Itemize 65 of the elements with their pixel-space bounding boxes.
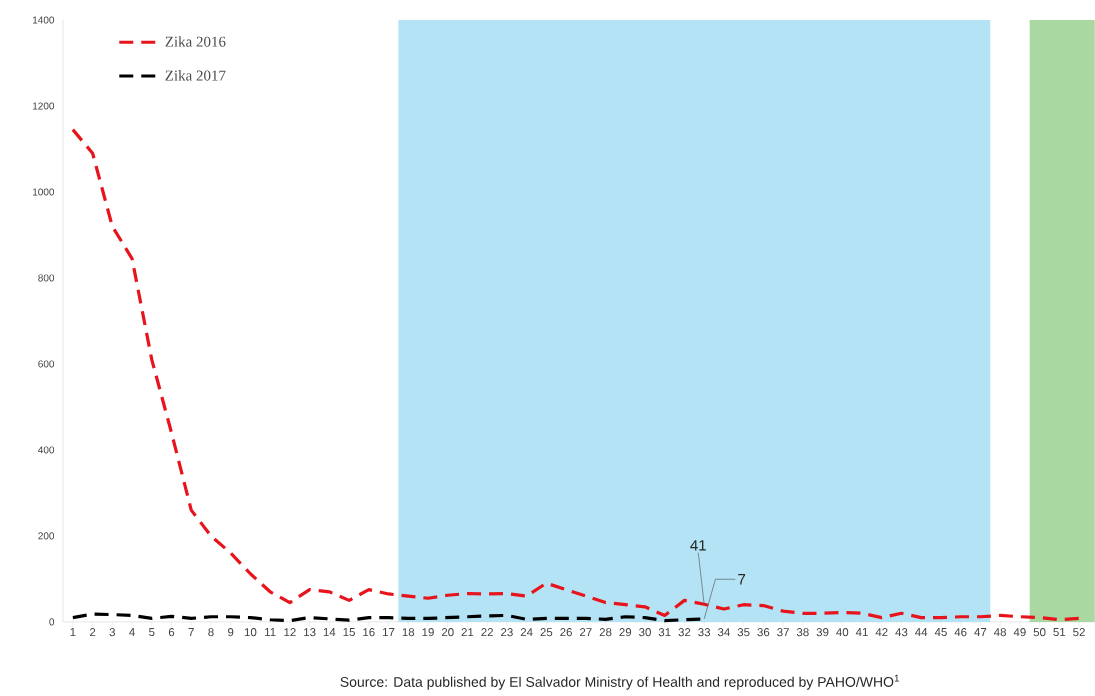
y-tick-label: 0: [49, 618, 55, 626]
x-tick-label: 51: [1053, 628, 1066, 637]
x-tick-label: 13: [304, 628, 316, 637]
x-tick-label: 38: [796, 628, 809, 637]
x-tick-label: 29: [619, 628, 632, 637]
x-tick-label: 41: [855, 628, 868, 637]
x-tick-label: 47: [974, 628, 987, 637]
x-tick-label: 31: [658, 628, 671, 637]
x-tick-label: 36: [757, 628, 770, 637]
x-tick-label: 45: [934, 628, 947, 637]
x-tick-label: 1: [70, 628, 76, 637]
x-tick-label: 20: [441, 628, 454, 637]
x-tick-label: 26: [560, 628, 572, 637]
y-tick-label: 1400: [33, 16, 55, 24]
x-tick-label: 3: [109, 628, 116, 637]
x-tick-label: 9: [228, 628, 234, 637]
x-tick-label: 24: [520, 628, 533, 637]
x-tick-label: 11: [265, 628, 276, 637]
x-tick-label: 2: [89, 628, 96, 637]
x-tick-label: 46: [954, 628, 967, 637]
x-tick-label: 52: [1073, 628, 1085, 637]
x-tick-label: 32: [678, 628, 691, 637]
x-tick-label: 48: [993, 628, 1006, 637]
x-tick-label: 18: [402, 628, 415, 637]
x-tick-label: 5: [149, 628, 155, 637]
y-tick-label: 400: [38, 446, 55, 454]
x-tick-label: 50: [1033, 628, 1046, 637]
x-tick-label: 40: [836, 628, 849, 637]
x-tick-label: 21: [461, 628, 474, 637]
x-tick-label: 4: [129, 628, 135, 637]
x-tick-label: 49: [1013, 628, 1026, 637]
x-tick-label: 44: [915, 628, 928, 637]
legend-label: Zika 2016: [165, 36, 226, 47]
y-tick-label: 1200: [33, 102, 55, 110]
legend-label: Zika 2017: [165, 70, 226, 81]
x-tick-label: 28: [599, 628, 612, 637]
x-tick-label: 25: [540, 628, 553, 637]
x-tick-label: 16: [363, 628, 375, 637]
x-tick-label: 12: [284, 628, 296, 637]
x-tick-label: 8: [208, 628, 214, 637]
x-tick-label: 37: [777, 628, 789, 637]
x-tick-label: 15: [343, 628, 355, 637]
y-tick-label: 1000: [33, 188, 55, 196]
x-tick-label: 6: [168, 628, 175, 637]
y-tick-label: 200: [38, 532, 55, 540]
x-tick-label: 17: [383, 628, 395, 637]
annotation: 41: [690, 540, 706, 551]
annotation: 7: [738, 574, 746, 585]
x-tick-label: 30: [639, 628, 651, 637]
x-tick-label: 35: [737, 628, 750, 637]
x-tick-label: 19: [422, 628, 434, 637]
x-tick-label: 43: [895, 628, 908, 637]
x-tick-label: 22: [481, 628, 493, 637]
x-tick-label: 27: [579, 628, 592, 637]
x-tick-label: 10: [244, 628, 257, 637]
x-tick-label: 23: [501, 628, 513, 637]
x-tick-label: 34: [717, 628, 730, 637]
x-tick-label: 39: [816, 628, 829, 637]
source-note: Source: Data published by El Salvador Ministry of Health and reproduced by PAHO/WHO$^{1}$: [340, 674, 899, 690]
y-tick-label: 800: [38, 274, 55, 282]
x-tick-label: 42: [875, 628, 888, 637]
y-tick-label: 600: [38, 360, 55, 368]
x-tick-label: 7: [188, 628, 194, 637]
x-tick-label: 33: [698, 628, 711, 637]
x-tick-label: 14: [323, 628, 336, 637]
